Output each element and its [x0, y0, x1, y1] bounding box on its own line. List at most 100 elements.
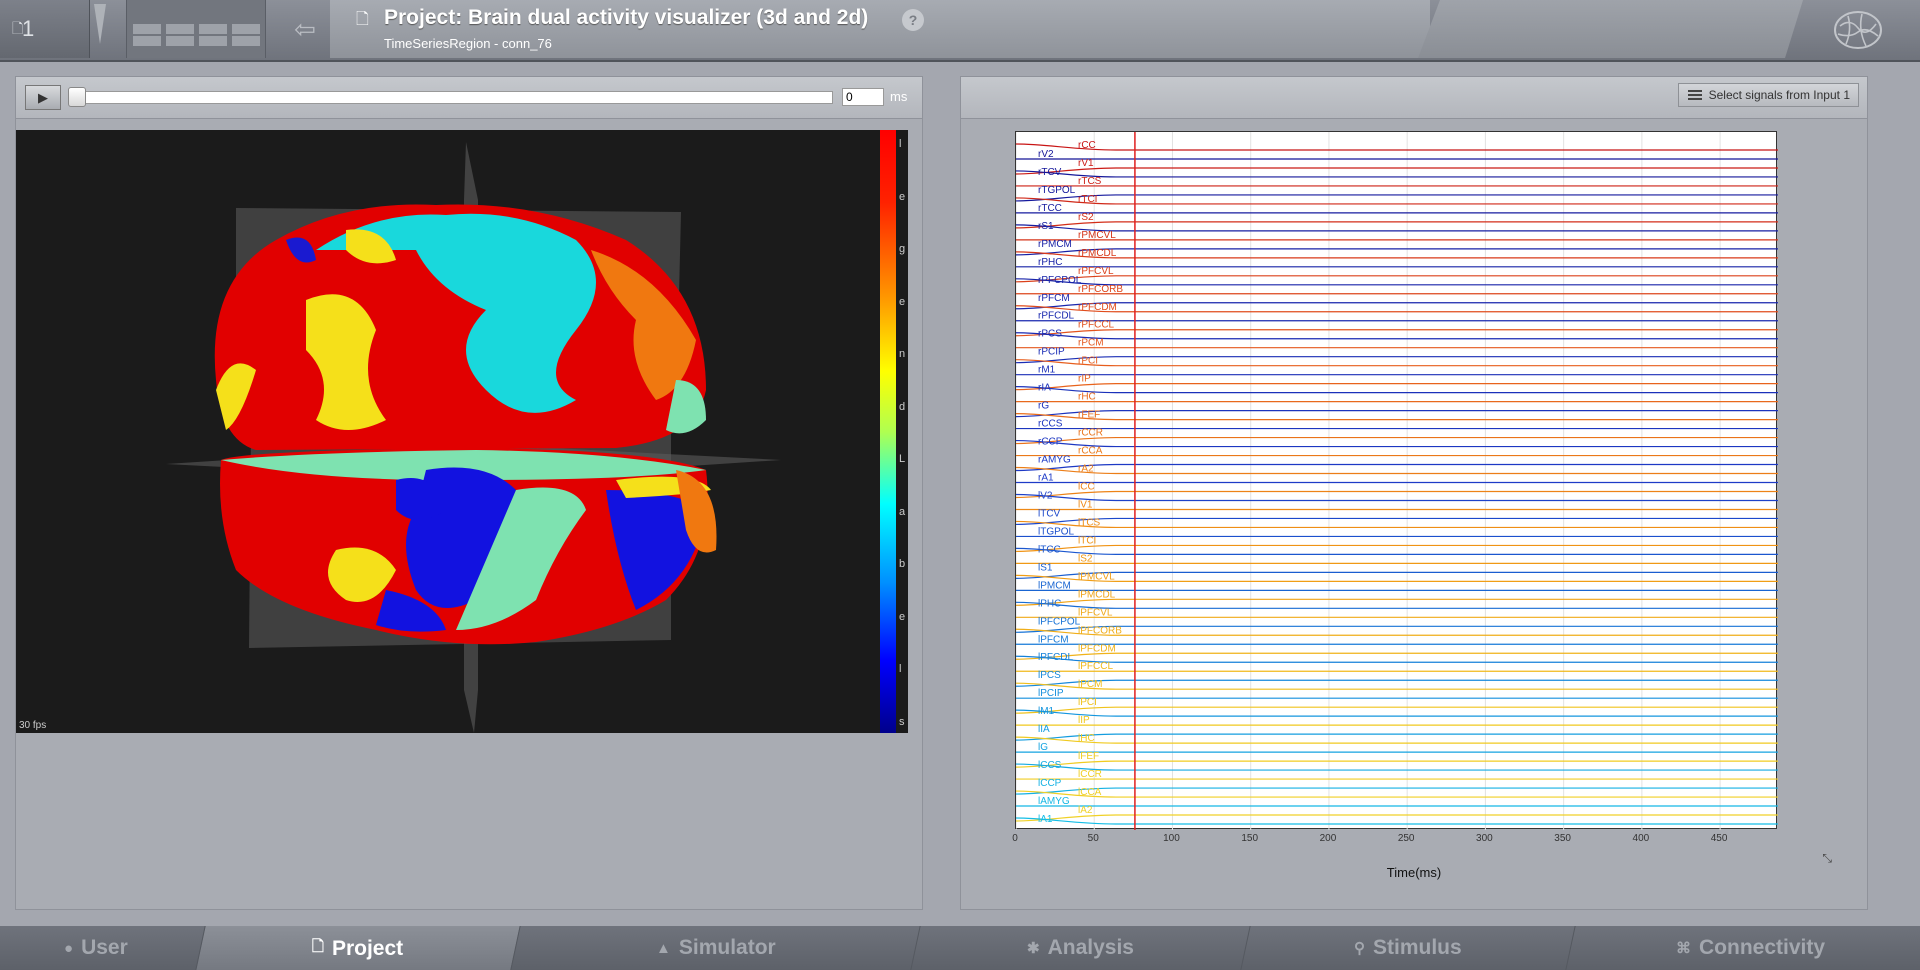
funnel-icon[interactable]: [90, 0, 126, 58]
pin-icon: ⚲: [1354, 940, 1366, 957]
series-line: [1016, 706, 1778, 714]
series-label: rTCC: [1038, 203, 1062, 214]
series-label: lPCM: [1078, 679, 1102, 690]
series-label: rPFCPOL: [1038, 275, 1082, 286]
series-label: lPCI: [1078, 697, 1097, 708]
x-tick-label: 150: [1241, 833, 1259, 844]
series-label: rAMYG: [1038, 455, 1071, 466]
series-line: [1016, 814, 1778, 822]
series-line: [1016, 436, 1778, 445]
series-label: lTCV: [1038, 508, 1061, 519]
series-label: rV1: [1078, 158, 1094, 169]
series-label: rCCP: [1038, 437, 1063, 448]
series-label: rCCA: [1078, 446, 1103, 457]
series-label: rHC: [1078, 392, 1096, 403]
series-line: [1016, 574, 1778, 582]
colorbar-letter: L: [899, 453, 906, 465]
series-line: [1016, 278, 1778, 286]
menu-icon: [1687, 90, 1702, 100]
tab-simulator[interactable]: ▲ Simulator: [510, 926, 920, 970]
series-line: [1016, 167, 1778, 175]
series-line: [1016, 439, 1778, 448]
series-line: [1016, 733, 1778, 741]
series-line: [1016, 275, 1778, 283]
time-input[interactable]: [842, 88, 884, 106]
top-bar: 🗋 1 ⇦ 🗋 Project: Brain dual activity vis…: [0, 0, 1920, 62]
time-unit: ms: [890, 89, 908, 104]
colorbar: [880, 130, 896, 733]
series-line: [1016, 197, 1778, 205]
series-line: [1016, 302, 1778, 310]
series-label: rPFCDL: [1038, 311, 1075, 322]
x-tick-label: 100: [1163, 833, 1180, 844]
project-count: 1: [22, 16, 35, 41]
series-label: rTCS: [1078, 176, 1102, 187]
back-arrow-icon[interactable]: ⇦: [294, 13, 316, 44]
series-line: [1016, 544, 1778, 553]
series-label: rS1: [1038, 221, 1054, 232]
series-label: rPCS: [1038, 329, 1062, 340]
tab-connectivity[interactable]: ⌘ Connectivity: [1565, 926, 1920, 970]
series-label: lPMCDL: [1078, 589, 1116, 600]
series-label: lCCP: [1038, 778, 1062, 789]
tab-simulator-label: Simulator: [678, 936, 776, 959]
tab-project[interactable]: 🗋 Project: [195, 926, 520, 970]
brain-logo-icon[interactable]: [1832, 8, 1884, 52]
series-label: rV2: [1038, 149, 1054, 160]
series-label: rIP: [1078, 374, 1091, 385]
colorbar-letter: n: [899, 348, 906, 360]
series-line: [1016, 628, 1778, 636]
time-slider[interactable]: [71, 91, 833, 104]
x-tick-label: 0: [1012, 833, 1018, 844]
document-icon: 🗋: [12, 20, 24, 36]
rocket-icon: ▲: [655, 939, 671, 957]
document-icon: 🗋: [312, 937, 325, 955]
time-slider-handle[interactable]: [68, 87, 86, 107]
grid-view-button[interactable]: [126, 0, 266, 58]
tab-project-label: Project: [332, 936, 404, 959]
series-line: [1016, 329, 1778, 337]
series-label: lTCC: [1038, 544, 1061, 555]
series-label: lPFCORB: [1078, 625, 1122, 636]
playback-toolbar: ▶ ms: [16, 77, 922, 119]
colorbar-letter: l: [899, 138, 902, 150]
timeseries-plot[interactable]: rCC rV2 rV1 rTCV rTCS rTGPOL rTCI rTCC rS2 rS1 rPM…: [1015, 131, 1778, 830]
series-label: lTGPOL: [1038, 526, 1075, 537]
series-line: [1016, 787, 1778, 795]
x-tick-label: 300: [1476, 833, 1493, 844]
resize-icon[interactable]: ⤡: [1822, 851, 1832, 865]
series-label: rPCM: [1078, 338, 1104, 349]
series-line: [1016, 598, 1778, 606]
series-line: [1016, 386, 1778, 394]
series-label: rS2: [1078, 212, 1094, 223]
series-label: lIA: [1038, 724, 1050, 735]
series-line: [1016, 625, 1778, 633]
tab-stimulus[interactable]: ⚲ Stimulus: [1240, 926, 1575, 970]
series-line: [1016, 601, 1778, 609]
series-line: [1016, 463, 1778, 472]
page-title: Project: Brain dual activity visualizer …: [384, 6, 869, 29]
series-label: lM1: [1038, 706, 1055, 717]
colorbar-letter: e: [899, 190, 906, 203]
series-label: rPMCDL: [1078, 248, 1117, 259]
project-counter[interactable]: 🗋 1: [0, 0, 90, 58]
tab-analysis[interactable]: ✱ Analysis: [910, 926, 1250, 970]
series-line: [1016, 383, 1778, 391]
tab-user[interactable]: ● User: [0, 926, 205, 970]
title-box: [330, 0, 1430, 58]
top-right-area: [1418, 0, 1803, 58]
series-label: lCC: [1078, 481, 1095, 492]
help-icon[interactable]: ?: [902, 9, 924, 31]
series-label: lTCS: [1078, 517, 1101, 528]
x-axis-label: Time(ms): [1386, 865, 1442, 880]
colorbar-letter: l: [899, 663, 902, 675]
series-line: [1016, 652, 1778, 660]
play-button[interactable]: ▶: [25, 85, 61, 110]
brain-3d-render: [166, 142, 781, 733]
network-icon: ⌘: [1675, 940, 1691, 957]
select-signals-button[interactable]: Select signals from Input 1: [1677, 83, 1859, 107]
series-line: [1016, 520, 1778, 529]
series-label: rPCIP: [1038, 347, 1065, 358]
series-label: rA1: [1038, 473, 1054, 484]
